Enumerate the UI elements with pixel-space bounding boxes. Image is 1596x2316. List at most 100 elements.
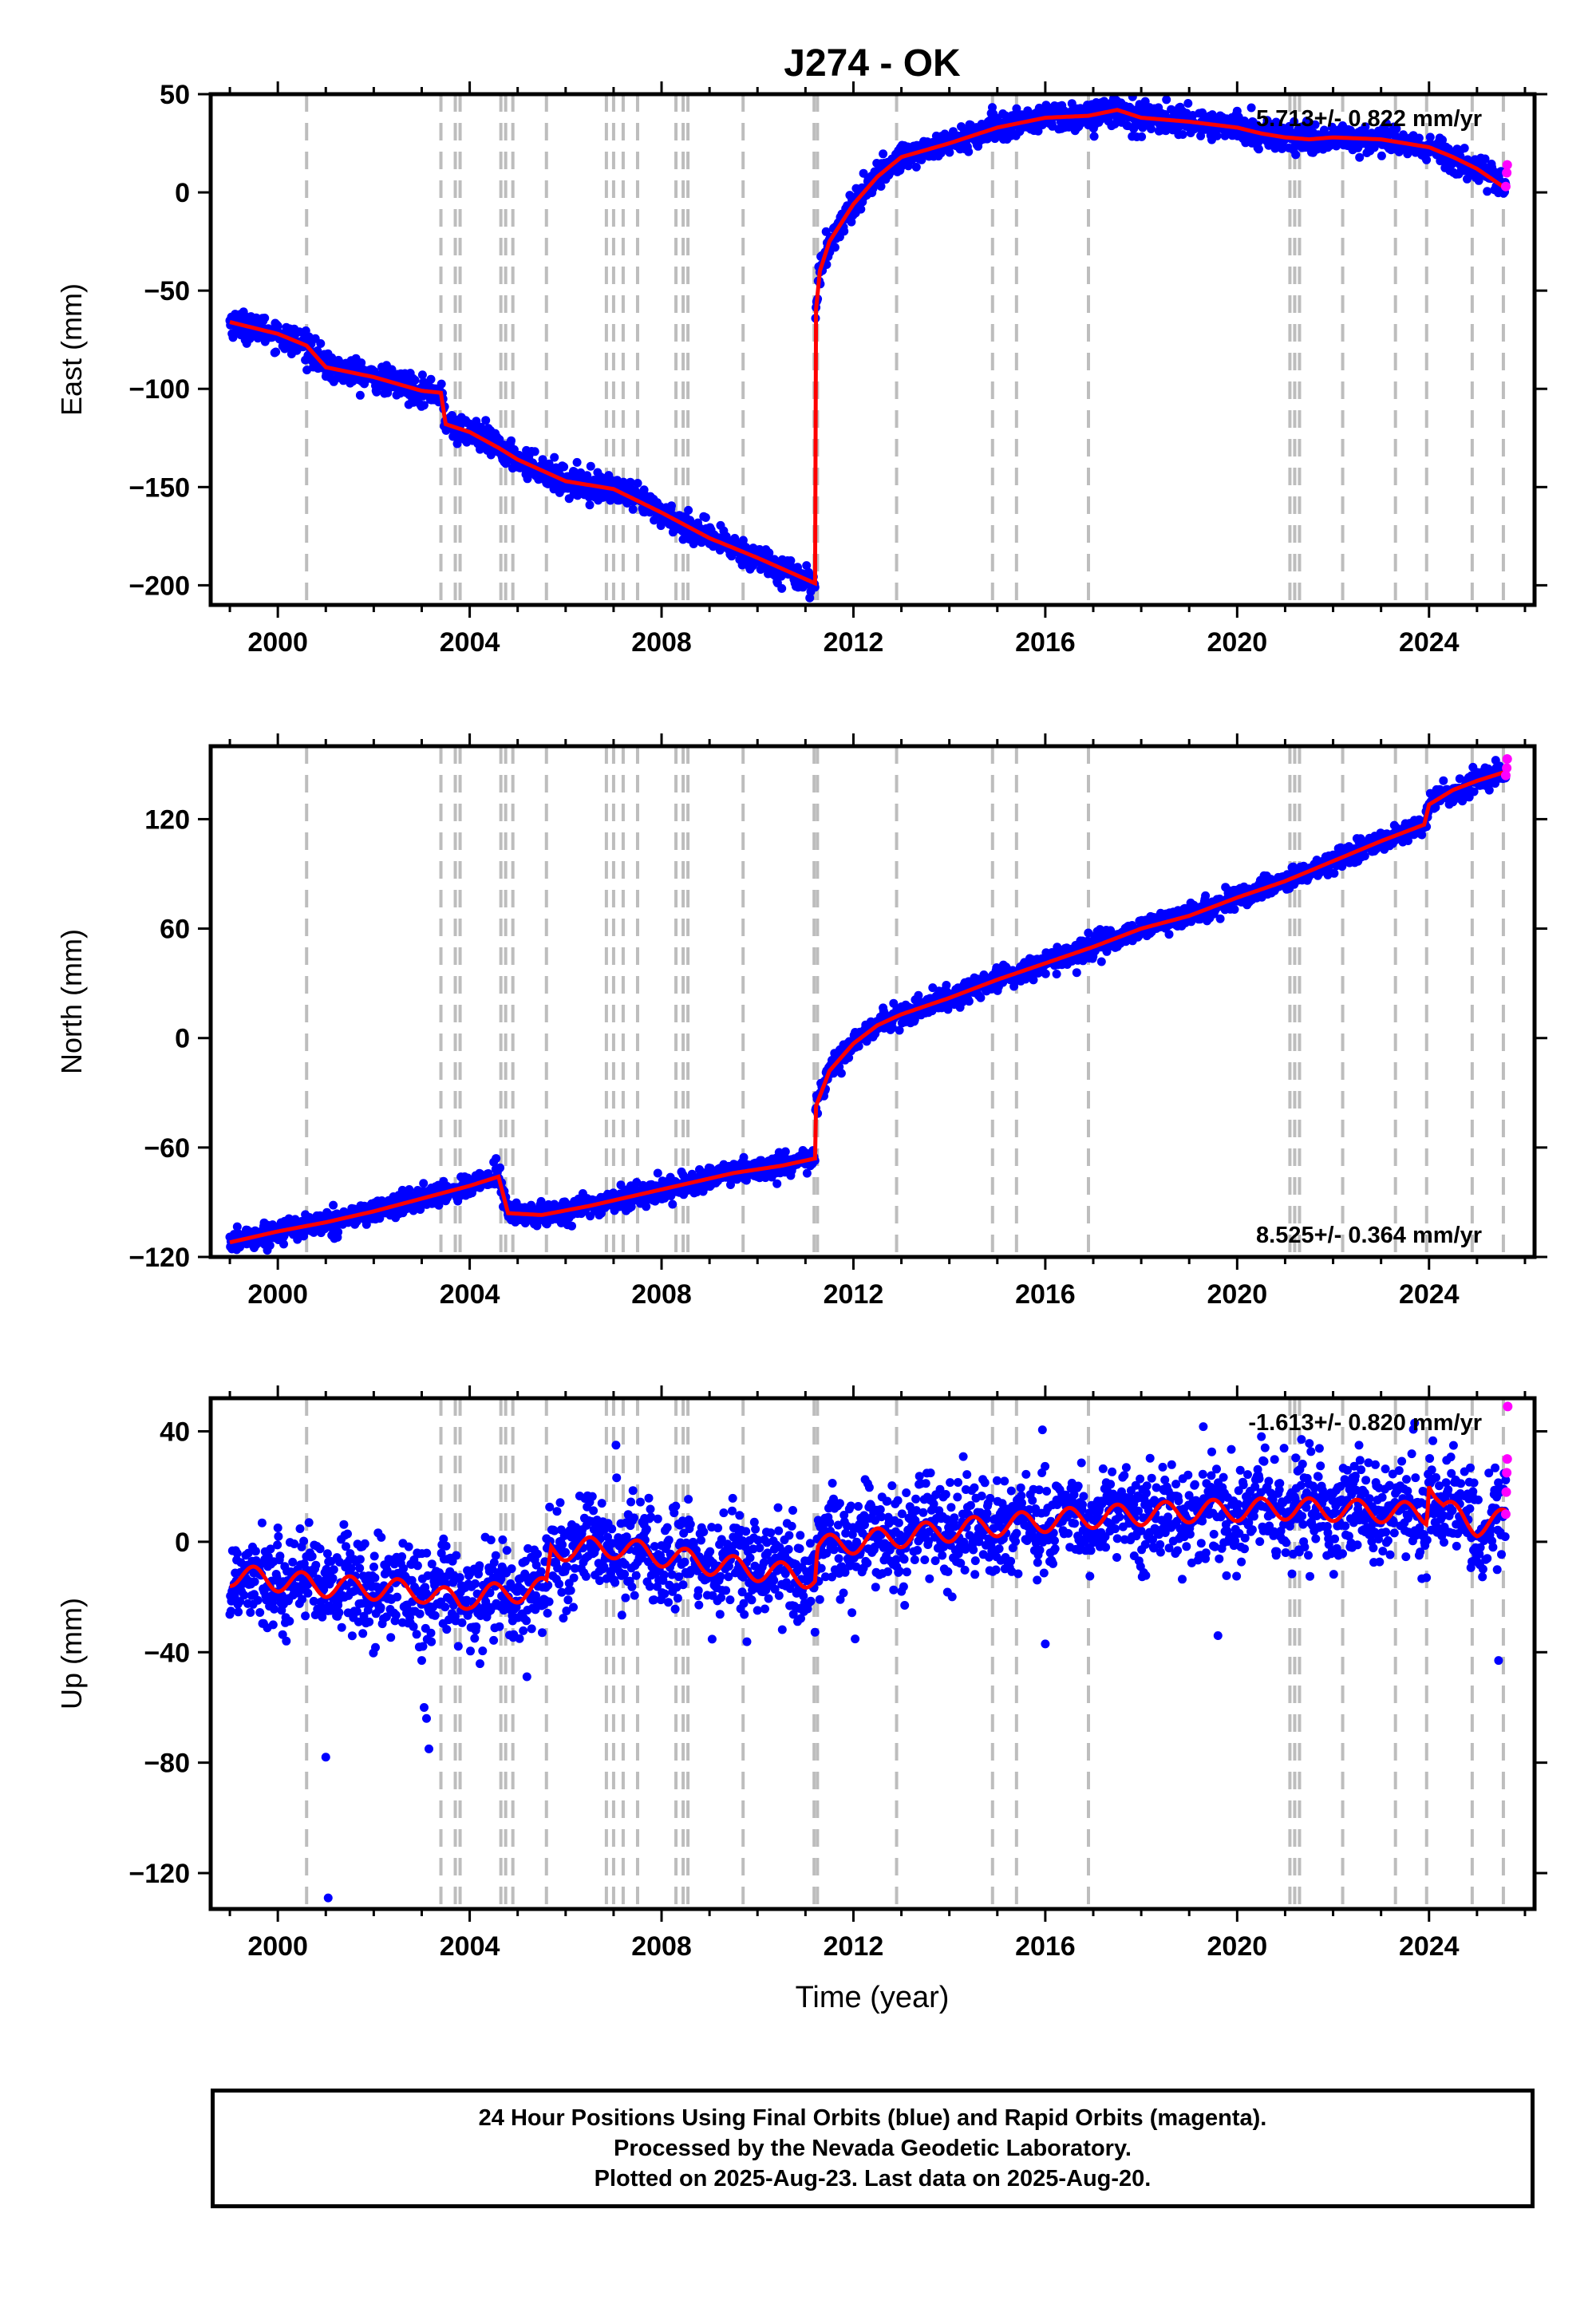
final-point [1041, 969, 1050, 978]
final-point [616, 1180, 626, 1190]
final-point [1147, 124, 1156, 133]
final-point [777, 583, 787, 593]
final-point [1361, 122, 1370, 132]
final-point [1215, 914, 1225, 923]
final-point [684, 505, 693, 515]
final-point [1178, 130, 1187, 139]
y-axis-label: East (mm) [55, 283, 88, 416]
plot-frame [208, 92, 1537, 607]
final-point [405, 1185, 414, 1194]
final-point [1360, 852, 1369, 861]
model-line [229, 108, 1507, 587]
final-point [1414, 133, 1424, 143]
final-point [492, 1154, 501, 1164]
final-point [1029, 975, 1038, 985]
final-point [1162, 95, 1171, 105]
rapid-point [1502, 168, 1512, 178]
final-point [271, 347, 281, 357]
final-point [1137, 132, 1147, 141]
final-point [355, 390, 365, 400]
final-point [830, 243, 839, 252]
final-point [538, 455, 547, 464]
x-tick-label: 2012 [824, 627, 884, 658]
final-point [299, 1231, 309, 1241]
y-tick-label: −200 [128, 571, 190, 601]
final-point [653, 1168, 662, 1178]
y-tick-label: 50 [160, 80, 190, 110]
final-point [496, 1163, 505, 1172]
y-tick-label: −50 [144, 276, 190, 306]
rapid-point [1502, 754, 1512, 764]
final-point [964, 147, 974, 156]
final-point [1425, 132, 1435, 142]
final-point [988, 103, 997, 113]
final-point [260, 314, 270, 322]
final-point [472, 417, 481, 426]
final-point [701, 513, 710, 522]
final-point [667, 501, 676, 511]
final-point [1230, 905, 1239, 914]
east-panel: 2000 2004 2008 2012 2016 2020 2024500−50−100−1… [55, 80, 1547, 658]
final-point [895, 1026, 904, 1035]
final-point [1033, 126, 1043, 136]
x-tick-label: 2004 [440, 627, 500, 658]
final-point [417, 370, 427, 380]
final-point [976, 993, 986, 1002]
final-point [964, 997, 974, 1006]
model-line [229, 769, 1507, 1245]
rapid-point [1502, 763, 1512, 773]
final-point [1254, 144, 1263, 154]
final-point [357, 358, 366, 368]
final-point [668, 1199, 678, 1209]
final-point [279, 1239, 288, 1249]
x-tick-label: 2000 [247, 627, 308, 658]
final-point [910, 1015, 919, 1025]
final-point [232, 1222, 242, 1231]
final-orbit-points [225, 94, 1511, 603]
final-point [1483, 187, 1492, 196]
final-point [1310, 120, 1320, 129]
final-point [1196, 131, 1206, 140]
plot-frame [208, 744, 1537, 1259]
final-point [1201, 891, 1211, 900]
final-point [628, 504, 638, 514]
final-point [1484, 785, 1494, 795]
final-point [567, 1221, 576, 1231]
final-point [626, 478, 636, 488]
final-point [1329, 868, 1339, 878]
final-point [410, 375, 420, 385]
final-point [911, 162, 921, 172]
final-point [1106, 926, 1116, 935]
final-point [585, 500, 595, 510]
final-point [633, 479, 642, 488]
final-point [650, 516, 659, 525]
final-point [1377, 151, 1386, 160]
final-point [847, 217, 856, 227]
final-point [1096, 957, 1106, 966]
final-point [888, 1023, 897, 1033]
final-point [550, 453, 559, 462]
final-point [802, 561, 812, 571]
final-point [1290, 117, 1299, 126]
final-point [856, 204, 866, 214]
final-point [1480, 154, 1490, 164]
final-point [1438, 135, 1447, 144]
x-tick-label: 2016 [1015, 627, 1076, 658]
final-point [1355, 152, 1365, 162]
y-tick-label: 0 [175, 178, 190, 208]
final-point [1212, 131, 1222, 140]
final-point [942, 981, 951, 990]
final-point [810, 583, 820, 592]
final-point [1246, 103, 1256, 113]
chart-title: J274 - OK [784, 42, 961, 85]
rapid-point [1500, 181, 1511, 192]
final-point [876, 182, 886, 191]
north-panel: 2000 2004 2008 2012 2016 2020 2024120600−60−12… [55, 733, 1547, 1310]
rate-label: 5.713+/- 0.822 mm/yr [1256, 106, 1482, 132]
final-point [329, 1200, 338, 1210]
final-point [559, 462, 569, 472]
final-point [583, 471, 592, 480]
final-point [802, 1168, 812, 1178]
final-point [507, 436, 516, 445]
final-point [769, 555, 779, 564]
